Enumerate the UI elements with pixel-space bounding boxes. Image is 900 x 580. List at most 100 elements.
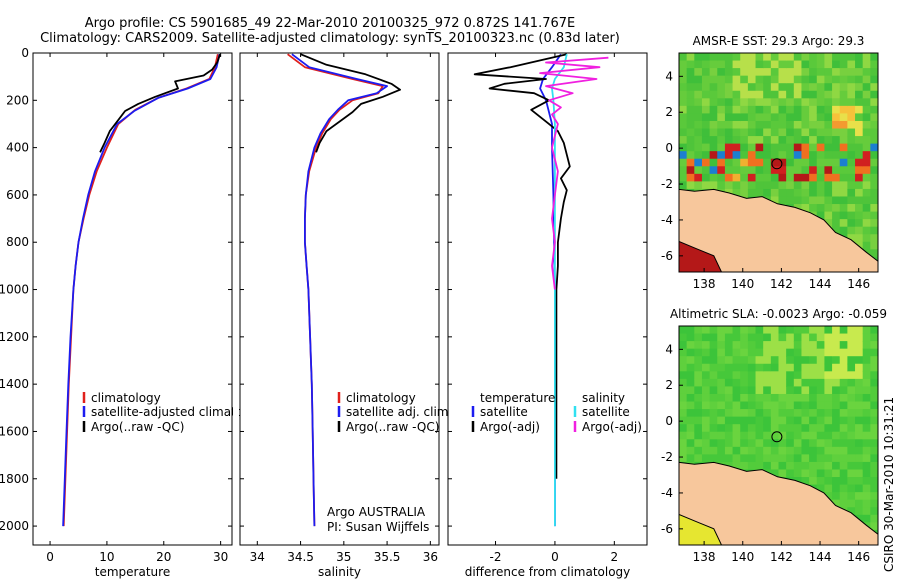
sla_map-cell bbox=[770, 416, 780, 425]
sst_map-field bbox=[679, 53, 878, 272]
sst_map-cell bbox=[778, 188, 787, 198]
sst_map-cell bbox=[847, 113, 856, 122]
sst_map-cell bbox=[778, 98, 787, 107]
sla_map-cell bbox=[717, 454, 726, 463]
sst_map-cell bbox=[786, 53, 795, 62]
sst_map-cell bbox=[832, 90, 841, 99]
sst_map-cell bbox=[801, 136, 810, 145]
sla_map-cell bbox=[870, 416, 878, 425]
legend-climatology: climatology bbox=[91, 391, 161, 405]
sst_map-cell bbox=[801, 151, 810, 160]
sla_map-cell bbox=[724, 333, 734, 342]
sst_map-cell bbox=[870, 188, 878, 198]
sst_map-cell bbox=[770, 75, 780, 84]
sla_map-cell bbox=[709, 439, 718, 448]
sst_map-cell bbox=[724, 90, 734, 99]
sla_map-cell bbox=[855, 446, 864, 455]
sst_map-cell bbox=[816, 158, 826, 167]
sla_map-cell bbox=[862, 393, 871, 403]
sla_map-cell bbox=[847, 326, 856, 335]
sla_map-cell bbox=[847, 461, 856, 471]
sst_map-cell bbox=[701, 105, 711, 115]
legend-header-temperature: temperature bbox=[480, 391, 555, 405]
sst_map-cell bbox=[724, 120, 734, 130]
sla_map-cell bbox=[839, 477, 848, 486]
sla_map-ytick-label: -4 bbox=[661, 486, 673, 500]
sla_map-cell bbox=[694, 378, 703, 388]
sst_map-cell bbox=[778, 68, 787, 77]
sst_map-cell bbox=[701, 136, 711, 145]
sst_map-cell bbox=[686, 136, 695, 145]
sla_map-cell bbox=[839, 333, 848, 342]
sst_map-cell bbox=[679, 143, 688, 152]
sla_map-cell bbox=[755, 378, 764, 388]
sla_map-cell bbox=[717, 333, 726, 342]
sla_map-cell bbox=[717, 356, 726, 365]
sst_map-cell bbox=[847, 181, 856, 190]
salinity-xtick-label: 35 bbox=[336, 550, 351, 564]
sla_map-cell bbox=[832, 439, 841, 448]
sst_map-cell bbox=[793, 60, 803, 69]
temperature-xtick-label: 20 bbox=[156, 550, 171, 564]
sst_map-cell bbox=[679, 113, 688, 122]
sst_map-cell bbox=[770, 196, 780, 205]
sla_map-cell bbox=[824, 454, 833, 463]
sst_map-cell bbox=[801, 53, 810, 62]
sla_map-cell bbox=[816, 469, 826, 478]
sla_map-cell bbox=[701, 401, 711, 410]
sst_map-cell bbox=[847, 188, 856, 198]
sst_map-cell bbox=[701, 158, 711, 167]
sst_map-cell bbox=[686, 98, 695, 107]
sla_map-cell bbox=[809, 416, 818, 425]
sst_map-cell bbox=[724, 173, 734, 182]
sla_map-cell bbox=[770, 378, 780, 388]
sst_map-cell bbox=[824, 151, 833, 160]
sla_map-cell bbox=[701, 386, 711, 395]
sla_map-cell bbox=[679, 326, 688, 335]
sla_map-title: Altimetric SLA: -0.0023 Argo: -0.059 bbox=[670, 307, 887, 321]
sla_map-cell bbox=[686, 333, 695, 342]
sla_map-cell bbox=[755, 454, 764, 463]
sst_map-cell bbox=[847, 219, 856, 228]
sla_map-cell bbox=[732, 333, 741, 342]
sst_map-cell bbox=[870, 211, 878, 220]
sla_map-cell bbox=[724, 363, 734, 372]
sst_map-cell bbox=[824, 60, 833, 69]
sst_map-cell bbox=[801, 128, 810, 137]
sst_map-cell bbox=[824, 68, 833, 77]
depth-tick-label: 800 bbox=[6, 235, 29, 249]
sst_map-cell bbox=[809, 196, 818, 205]
sla_map-cell bbox=[770, 461, 780, 471]
sst_map-cell bbox=[740, 173, 749, 182]
sst_map-cell bbox=[740, 105, 749, 115]
sla_map-cell bbox=[763, 431, 772, 440]
sst_map-ytick-label: -2 bbox=[661, 177, 673, 191]
sla_map-cell bbox=[770, 431, 780, 440]
sst_map-cell bbox=[747, 136, 757, 145]
sla_map-xtick-label: 146 bbox=[847, 550, 870, 564]
sla_map-cell bbox=[747, 424, 757, 433]
sst_map-cell bbox=[755, 68, 764, 77]
sst_map-cell bbox=[870, 75, 878, 84]
sst_map-cell bbox=[786, 83, 795, 92]
sst_map-cell bbox=[824, 211, 833, 220]
difference-series-salinity-argo-adj- bbox=[539, 56, 609, 290]
sst_map-cell bbox=[809, 151, 818, 160]
sst_map-cell bbox=[763, 105, 772, 115]
sla_map-cell bbox=[770, 469, 780, 478]
sla_map-cell bbox=[701, 446, 711, 455]
sla_map-cell bbox=[839, 356, 848, 365]
sst_map-cell bbox=[717, 53, 726, 62]
sst_map-cell bbox=[862, 241, 871, 250]
sla_map-cell bbox=[717, 431, 726, 440]
sst_map-cell bbox=[832, 151, 841, 160]
sst_map-cell bbox=[694, 173, 703, 182]
sla_map-cell bbox=[870, 409, 878, 418]
sst_map-cell bbox=[870, 249, 878, 258]
sst_map-cell bbox=[847, 196, 856, 205]
sst_map-cell bbox=[755, 90, 764, 99]
sst_map-cell bbox=[701, 68, 711, 77]
sst_map-cell bbox=[732, 68, 741, 77]
sla_map-cell bbox=[732, 461, 741, 471]
sst_map-cell bbox=[732, 143, 741, 152]
